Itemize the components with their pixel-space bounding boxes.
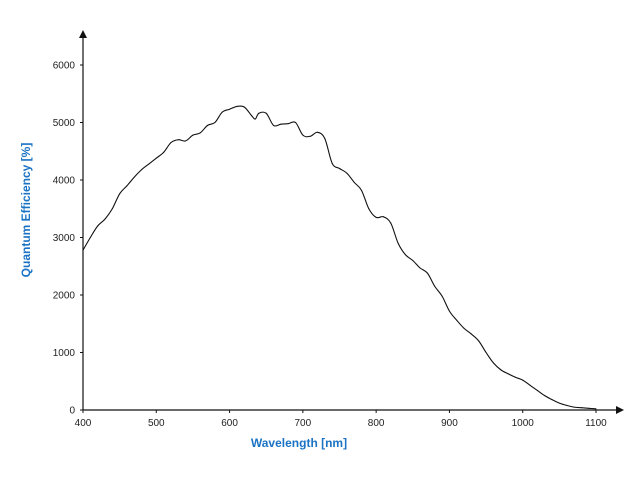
x-tick-label: 500 — [148, 418, 165, 429]
y-tick-label: 5000 — [53, 118, 76, 129]
data-point — [419, 267, 421, 269]
x-axis-title: Wavelength [nm] — [251, 436, 347, 450]
data-point — [141, 169, 143, 171]
data-point — [236, 105, 238, 107]
axes — [79, 30, 624, 414]
data-point — [492, 362, 494, 364]
x-tick-label: 1000 — [512, 418, 535, 429]
data-point — [426, 272, 428, 274]
y-tick-group: 0 1000 2000 3000 4000 5000 6000 — [53, 61, 83, 417]
series-line — [82, 105, 597, 410]
x-tick-label: 800 — [368, 418, 385, 429]
x-tick-label: 400 — [75, 418, 92, 429]
data-point — [558, 402, 560, 404]
data-point — [170, 142, 172, 144]
y-tick-label: 2000 — [53, 291, 76, 302]
data-point — [580, 407, 582, 409]
y-tick-label: 0 — [69, 406, 75, 417]
data-point — [514, 376, 516, 378]
data-point — [478, 340, 480, 342]
data-point — [441, 295, 443, 297]
data-point — [595, 408, 597, 410]
data-point — [119, 193, 121, 195]
data-point — [104, 218, 106, 220]
data-point — [221, 111, 223, 113]
data-point — [265, 112, 267, 114]
data-point — [192, 134, 194, 136]
data-point — [133, 176, 135, 178]
data-point — [448, 310, 450, 312]
data-point — [353, 181, 355, 183]
x-tick-label: 1100 — [585, 418, 607, 429]
series-points — [82, 105, 597, 410]
data-point — [309, 135, 311, 137]
data-point — [199, 132, 201, 134]
data-point — [177, 139, 179, 141]
data-point — [82, 249, 84, 251]
data-point — [390, 222, 392, 224]
data-point — [317, 131, 319, 133]
data-point — [302, 134, 304, 136]
data-point — [324, 138, 326, 140]
data-point — [485, 352, 487, 353]
data-point — [588, 407, 590, 409]
data-point — [97, 225, 99, 227]
data-point — [251, 115, 253, 117]
y-tick-label: 3000 — [53, 233, 76, 244]
data-point — [536, 389, 538, 391]
x-tick-label: 700 — [295, 418, 312, 429]
data-point — [273, 124, 275, 126]
data-point — [412, 260, 414, 261]
data-point — [470, 333, 472, 335]
data-point — [89, 237, 91, 238]
data-point — [295, 122, 297, 123]
data-point — [382, 216, 384, 218]
data-point — [456, 319, 458, 321]
data-point — [207, 124, 209, 126]
data-point — [397, 242, 399, 244]
data-point — [111, 208, 113, 210]
x-tick-group: 400 500 600 700 800 900 1000 1100 — [75, 410, 607, 429]
data-point — [507, 373, 509, 375]
data-point — [551, 399, 553, 401]
y-tick-label: 6000 — [53, 61, 76, 72]
data-point — [522, 379, 524, 381]
data-point — [463, 327, 465, 329]
y-axis-title: Quantum Efficiency [%] — [19, 143, 33, 278]
y-tick-label: 4000 — [53, 176, 76, 187]
data-point — [339, 168, 340, 169]
data-point — [331, 162, 333, 164]
data-point — [258, 112, 260, 114]
data-point — [434, 285, 436, 287]
data-point — [573, 406, 575, 408]
data-point — [360, 189, 362, 191]
data-point — [214, 122, 216, 123]
data-point — [529, 384, 531, 386]
data-point — [163, 151, 165, 153]
x-tick-label: 600 — [221, 418, 238, 429]
data-point — [566, 404, 568, 406]
data-point — [287, 123, 289, 125]
data-point — [368, 208, 370, 210]
x-tick-label: 900 — [441, 418, 458, 429]
y-tick-label: 1000 — [53, 348, 76, 359]
data-point — [155, 157, 157, 159]
data-point — [500, 369, 502, 371]
data-point — [375, 216, 377, 218]
data-point — [404, 254, 406, 256]
data-point — [229, 108, 231, 110]
data-point — [243, 106, 245, 108]
data-point — [280, 123, 282, 125]
data-point — [126, 185, 128, 187]
data-point — [185, 140, 187, 142]
data-point — [544, 395, 546, 397]
data-point — [254, 118, 256, 120]
data-point — [148, 163, 150, 165]
data-point — [346, 172, 348, 174]
